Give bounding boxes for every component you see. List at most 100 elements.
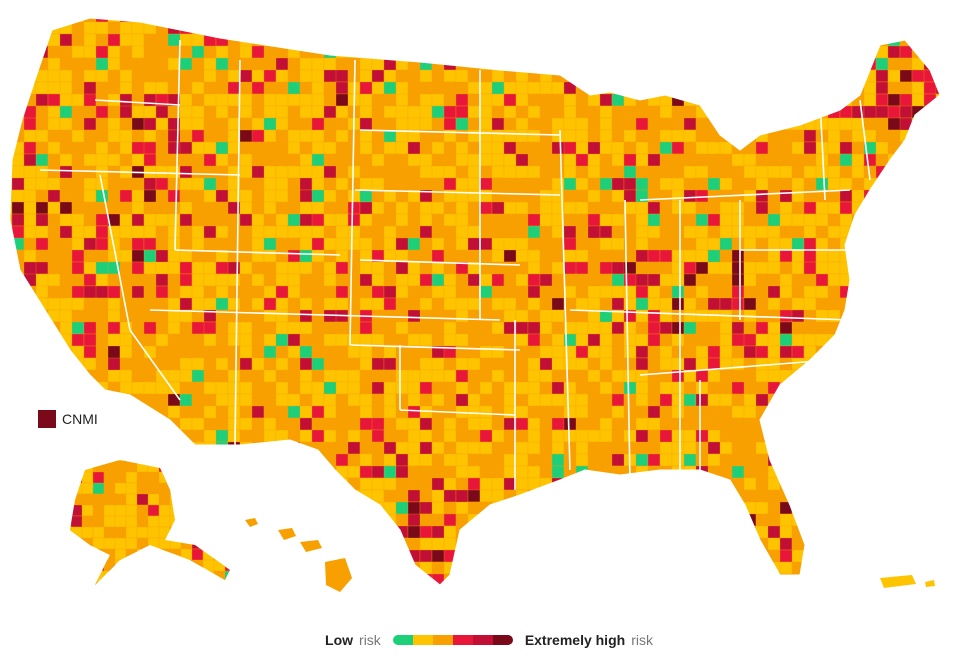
county-cell (155, 441, 181, 467)
county-cell (599, 561, 625, 575)
county-cell (467, 513, 481, 527)
county-cell (935, 573, 940, 585)
county-cell (887, 417, 901, 431)
county-cell (815, 45, 841, 59)
county-cell (707, 105, 721, 119)
county-cell (275, 237, 289, 251)
county-cell (515, 393, 529, 407)
county-cell (827, 465, 853, 491)
county-cell (10, 453, 13, 479)
county-cell (719, 105, 745, 119)
county-cell (875, 525, 901, 539)
county-cell (540, 598, 552, 620)
county-cell (623, 297, 637, 311)
county-cell (71, 93, 85, 107)
county-cell (875, 261, 889, 275)
county-cell (191, 417, 205, 431)
county-cell (491, 537, 517, 551)
county-cell (948, 262, 960, 274)
county-cell (659, 21, 673, 35)
county-cell (659, 477, 673, 491)
county-cell (83, 237, 97, 251)
county-cell (935, 513, 940, 539)
county-cell (791, 573, 805, 585)
county-cell (899, 189, 913, 203)
county-cell (47, 117, 61, 131)
county-cell (384, 598, 408, 610)
county-cell (395, 18, 421, 23)
county-cell (791, 561, 817, 575)
county-cell (323, 21, 349, 47)
county-cell (779, 18, 793, 23)
county-cell (731, 45, 745, 59)
county-cell (695, 129, 709, 143)
county-cell (455, 225, 469, 239)
county-cell (911, 381, 937, 395)
county-cell (647, 81, 661, 95)
county-cell (707, 573, 733, 585)
county-cell (335, 201, 349, 215)
county-cell (791, 261, 805, 275)
county-cell (731, 33, 757, 59)
county-cell (755, 45, 769, 59)
county-cell (215, 237, 229, 251)
county-cell (779, 441, 793, 455)
county-cell (827, 45, 853, 59)
county-cell (419, 489, 433, 503)
county-cell (455, 441, 469, 455)
county-cell (671, 453, 685, 467)
county-cell (611, 21, 625, 47)
county-cell (731, 297, 745, 311)
county-cell (647, 297, 661, 311)
county-cell (467, 525, 493, 551)
county-cell (587, 429, 601, 443)
county-cell (671, 105, 685, 119)
county-cell (767, 429, 781, 443)
county-cell (911, 297, 937, 311)
county-cell (83, 105, 97, 119)
county-cell (899, 129, 925, 143)
county-cell (779, 57, 793, 71)
county-cell (479, 369, 493, 383)
county-cell (551, 165, 565, 179)
county-cell (635, 57, 649, 71)
county-cell (611, 297, 625, 311)
county-cell (707, 273, 721, 287)
county-cell (114, 526, 127, 539)
county-cell (227, 81, 241, 95)
county-cell (647, 18, 673, 35)
county-cell (407, 417, 421, 431)
county-cell (803, 201, 817, 215)
county-cell (587, 57, 601, 71)
county-cell (213, 482, 226, 495)
county-cell (299, 141, 313, 155)
county-cell (611, 465, 625, 491)
county-cell (935, 561, 940, 575)
county-cell (287, 261, 301, 275)
county-cell (239, 57, 253, 71)
county-cell (239, 273, 253, 287)
county-cell (828, 598, 852, 610)
county-cell (659, 129, 673, 143)
county-cell (671, 69, 685, 83)
county-cell (515, 513, 541, 539)
county-cell (236, 527, 247, 549)
county-cell (611, 573, 625, 585)
cnmi-legend: CNMI (38, 410, 98, 428)
county-cell (335, 213, 349, 227)
county-cell (83, 429, 109, 455)
county-cell (671, 489, 685, 503)
county-cell (323, 393, 337, 407)
county-cell (551, 561, 565, 585)
county-cell (407, 537, 421, 551)
county-cell (575, 393, 589, 407)
county-cell (948, 502, 972, 526)
county-cell (827, 489, 853, 503)
county-cell (48, 586, 72, 610)
county-cell (707, 453, 721, 467)
county-cell (347, 573, 373, 585)
county-cell (227, 573, 253, 585)
county-cell (647, 21, 673, 35)
county-cell (287, 33, 301, 47)
county-cell (767, 441, 793, 455)
